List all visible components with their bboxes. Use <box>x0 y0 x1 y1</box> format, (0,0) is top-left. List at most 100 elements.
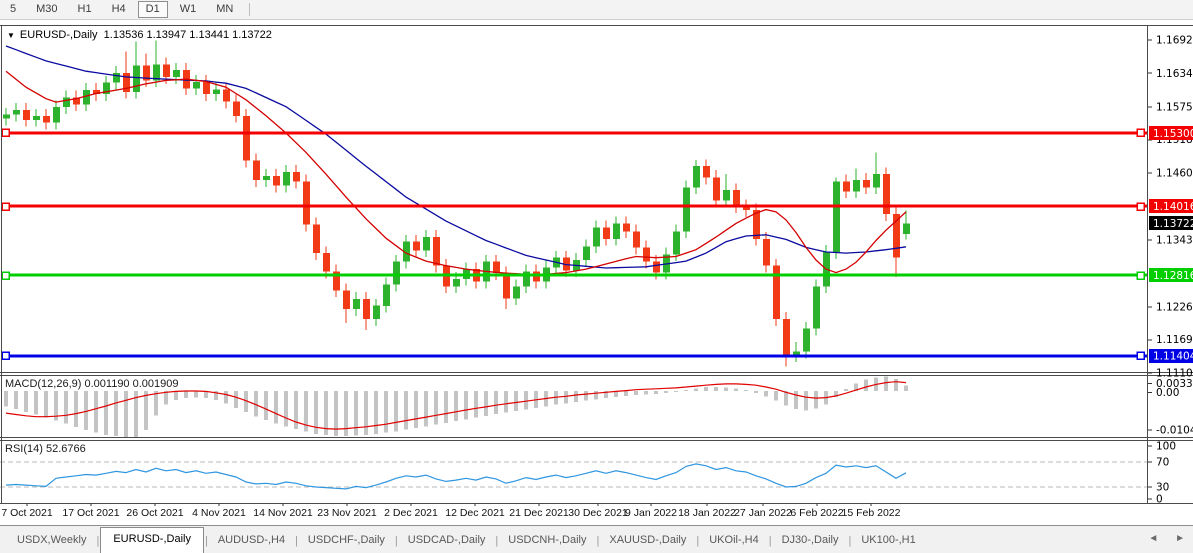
tab-uk100-h1[interactable]: UK100-,H1 <box>861 534 916 546</box>
timeframe-button-h4[interactable]: H4 <box>111 3 126 15</box>
date-label: 6 Feb 2022 <box>790 507 844 519</box>
svg-text:70: 70 <box>1156 457 1169 469</box>
svg-text:1.11690: 1.11690 <box>1156 334 1193 346</box>
chart-tab-bar: USDX,Weekly | EURUSD-,Daily | AUDUSD-,H4 | USD… <box>0 525 1193 553</box>
timeframe-button-w1[interactable]: W1 <box>179 3 197 15</box>
svg-text:1.11404: 1.11404 <box>1153 351 1193 363</box>
hline-price-badge-1.14016: 1.14016 <box>1149 199 1193 213</box>
hline-handle[interactable] <box>1 202 10 211</box>
svg-text:1.11105: 1.11105 <box>1156 368 1193 380</box>
tab-separator: | <box>204 535 208 547</box>
tab-audusd-h4[interactable]: AUDUSD-,H4 <box>217 534 286 546</box>
svg-text:1.15300: 1.15300 <box>1153 128 1193 140</box>
tab-scroll-left-icon[interactable]: ◄ <box>1148 533 1159 544</box>
macd-label: MACD(12,26,9) <box>5 378 82 390</box>
tab-ukoil-h4[interactable]: UKOil-,H4 <box>709 534 759 546</box>
date-label: 7 Oct 2021 <box>1 507 53 519</box>
svg-text:0: 0 <box>1156 494 1163 506</box>
date-label: 26 Oct 2021 <box>126 507 184 519</box>
timeframe-button-h1[interactable]: H1 <box>77 3 92 15</box>
symbol-name: EURUSD-,Daily <box>19 29 98 41</box>
pane-borders <box>0 25 1193 509</box>
date-label: 27 Jan 2022 <box>734 507 792 519</box>
hline-handle[interactable] <box>1 351 10 360</box>
hline-1.11404[interactable] <box>1 351 1147 360</box>
price-axis-labels: 1.169251.163401.157551.151851.146001.134… <box>1148 35 1193 506</box>
tab-separator: | <box>295 535 298 547</box>
svg-text:1.13430: 1.13430 <box>1156 235 1193 247</box>
svg-text:30: 30 <box>1156 482 1169 494</box>
date-label: 14 Nov 2021 <box>253 507 313 519</box>
svg-text:0.003331: 0.003331 <box>1156 378 1193 390</box>
tab-xauusd-daily[interactable]: XAUUSD-,Daily <box>609 534 687 546</box>
hline-handle[interactable] <box>1 128 10 137</box>
hline-handle[interactable] <box>1 271 10 280</box>
svg-text:100: 100 <box>1156 441 1176 453</box>
tab-eurusd-daily[interactable]: EURUSD-,Daily <box>100 527 204 553</box>
chevron-down-icon[interactable]: ▼ <box>7 31 15 40</box>
symbol-ohlc-values: 1.13536 1.13947 1.13441 1.13722 <box>103 29 272 41</box>
hline-handle[interactable] <box>1136 271 1145 280</box>
date-label: 12 Dec 2021 <box>445 507 505 519</box>
svg-text:1.14600: 1.14600 <box>1156 168 1193 180</box>
tab-separator: | <box>394 535 398 547</box>
svg-text:1.12260: 1.12260 <box>1156 301 1193 313</box>
tab-usdcad-daily[interactable]: USDCAD-,Daily <box>407 534 486 546</box>
toolbar-separator <box>249 3 251 16</box>
svg-text:1.13722: 1.13722 <box>1153 218 1193 230</box>
tab-scroll-arrows: ◄ ► <box>1134 533 1185 544</box>
date-label: 18 Jan 2022 <box>678 507 736 519</box>
hline-price-badge-1.15300: 1.15300 <box>1149 126 1193 140</box>
hline-handle[interactable] <box>1136 351 1145 360</box>
tab-usdx-weekly[interactable]: USDX,Weekly <box>17 534 87 546</box>
macd-signal-line <box>5 381 907 430</box>
svg-text:1.16340: 1.16340 <box>1156 68 1193 80</box>
tab-usdcnh-daily[interactable]: USDCNH-,Daily <box>508 534 587 546</box>
svg-text:0.00: 0.00 <box>1156 387 1179 399</box>
timeframe-toolbar: 5 M30 H1 H4 D1 W1 MN <box>0 0 1193 20</box>
tab-dj30-daily[interactable]: DJ30-,Daily <box>781 534 839 546</box>
timeframe-button-m30[interactable]: M30 <box>36 3 58 15</box>
macd-indicator-title: MACD(12,26,9) 0.001190 0.001909 <box>5 378 178 390</box>
current-price-badge: 1.13722 <box>1149 216 1193 230</box>
tab-separator: | <box>596 535 600 547</box>
ma-slow-line <box>5 45 907 269</box>
date-label: 15 Feb 2022 <box>841 507 901 519</box>
chart-title: ▼ EURUSD-,Daily 1.13536 1.13947 1.13441 1… <box>7 29 272 41</box>
hline-handle[interactable] <box>1136 128 1145 137</box>
tab-scroll-right-icon[interactable]: ► <box>1175 533 1185 544</box>
tab-separator: | <box>96 535 100 547</box>
timeframe-button-d1[interactable]: D1 <box>137 1 168 18</box>
rsi-line <box>5 463 907 490</box>
svg-text:-0.010439: -0.010439 <box>1156 425 1193 437</box>
timeframe-button-5[interactable]: 5 <box>10 3 17 15</box>
tab-separator: | <box>696 535 700 547</box>
candlestick-series <box>3 40 910 367</box>
tab-separator: | <box>495 535 499 547</box>
hline-1.14016[interactable] <box>1 202 1147 211</box>
svg-text:1.14016: 1.14016 <box>1153 201 1193 213</box>
hline-price-badge-1.12816: 1.12816 <box>1149 268 1193 282</box>
svg-text:1.16925: 1.16925 <box>1156 35 1193 47</box>
ma-fast-line <box>5 70 907 275</box>
date-label: 30 Dec 2021 <box>568 507 628 519</box>
hline-handle[interactable] <box>1136 202 1145 211</box>
svg-text:1.12816: 1.12816 <box>1153 270 1193 282</box>
date-label: 21 Dec 2021 <box>509 507 569 519</box>
time-axis[interactable]: 7 Oct 2021 17 Oct 2021 26 Oct 2021 4 Nov 20… <box>0 506 1150 524</box>
svg-text:1.15755: 1.15755 <box>1156 101 1193 113</box>
hline-price-badge-1.11404: 1.11404 <box>1149 349 1193 363</box>
rsi-value: 52.6766 <box>45 443 86 455</box>
date-label: 23 Nov 2021 <box>317 507 377 519</box>
hline-1.12816[interactable] <box>1 271 1147 280</box>
tab-separator: | <box>768 535 772 547</box>
tab-separator: | <box>848 535 852 547</box>
rsi-indicator-title: RSI(14) 52.6766 <box>5 443 86 455</box>
date-label: 17 Oct 2021 <box>62 507 120 519</box>
timeframe-button-mn[interactable]: MN <box>216 3 234 15</box>
tab-usdchf-daily[interactable]: USDCHF-,Daily <box>307 534 385 546</box>
chart-canvas[interactable]: 1.169251.163401.157551.151851.146001.134… <box>0 0 1193 526</box>
macd-values: 0.001190 0.001909 <box>84 378 179 390</box>
hline-1.15300[interactable] <box>1 128 1147 137</box>
